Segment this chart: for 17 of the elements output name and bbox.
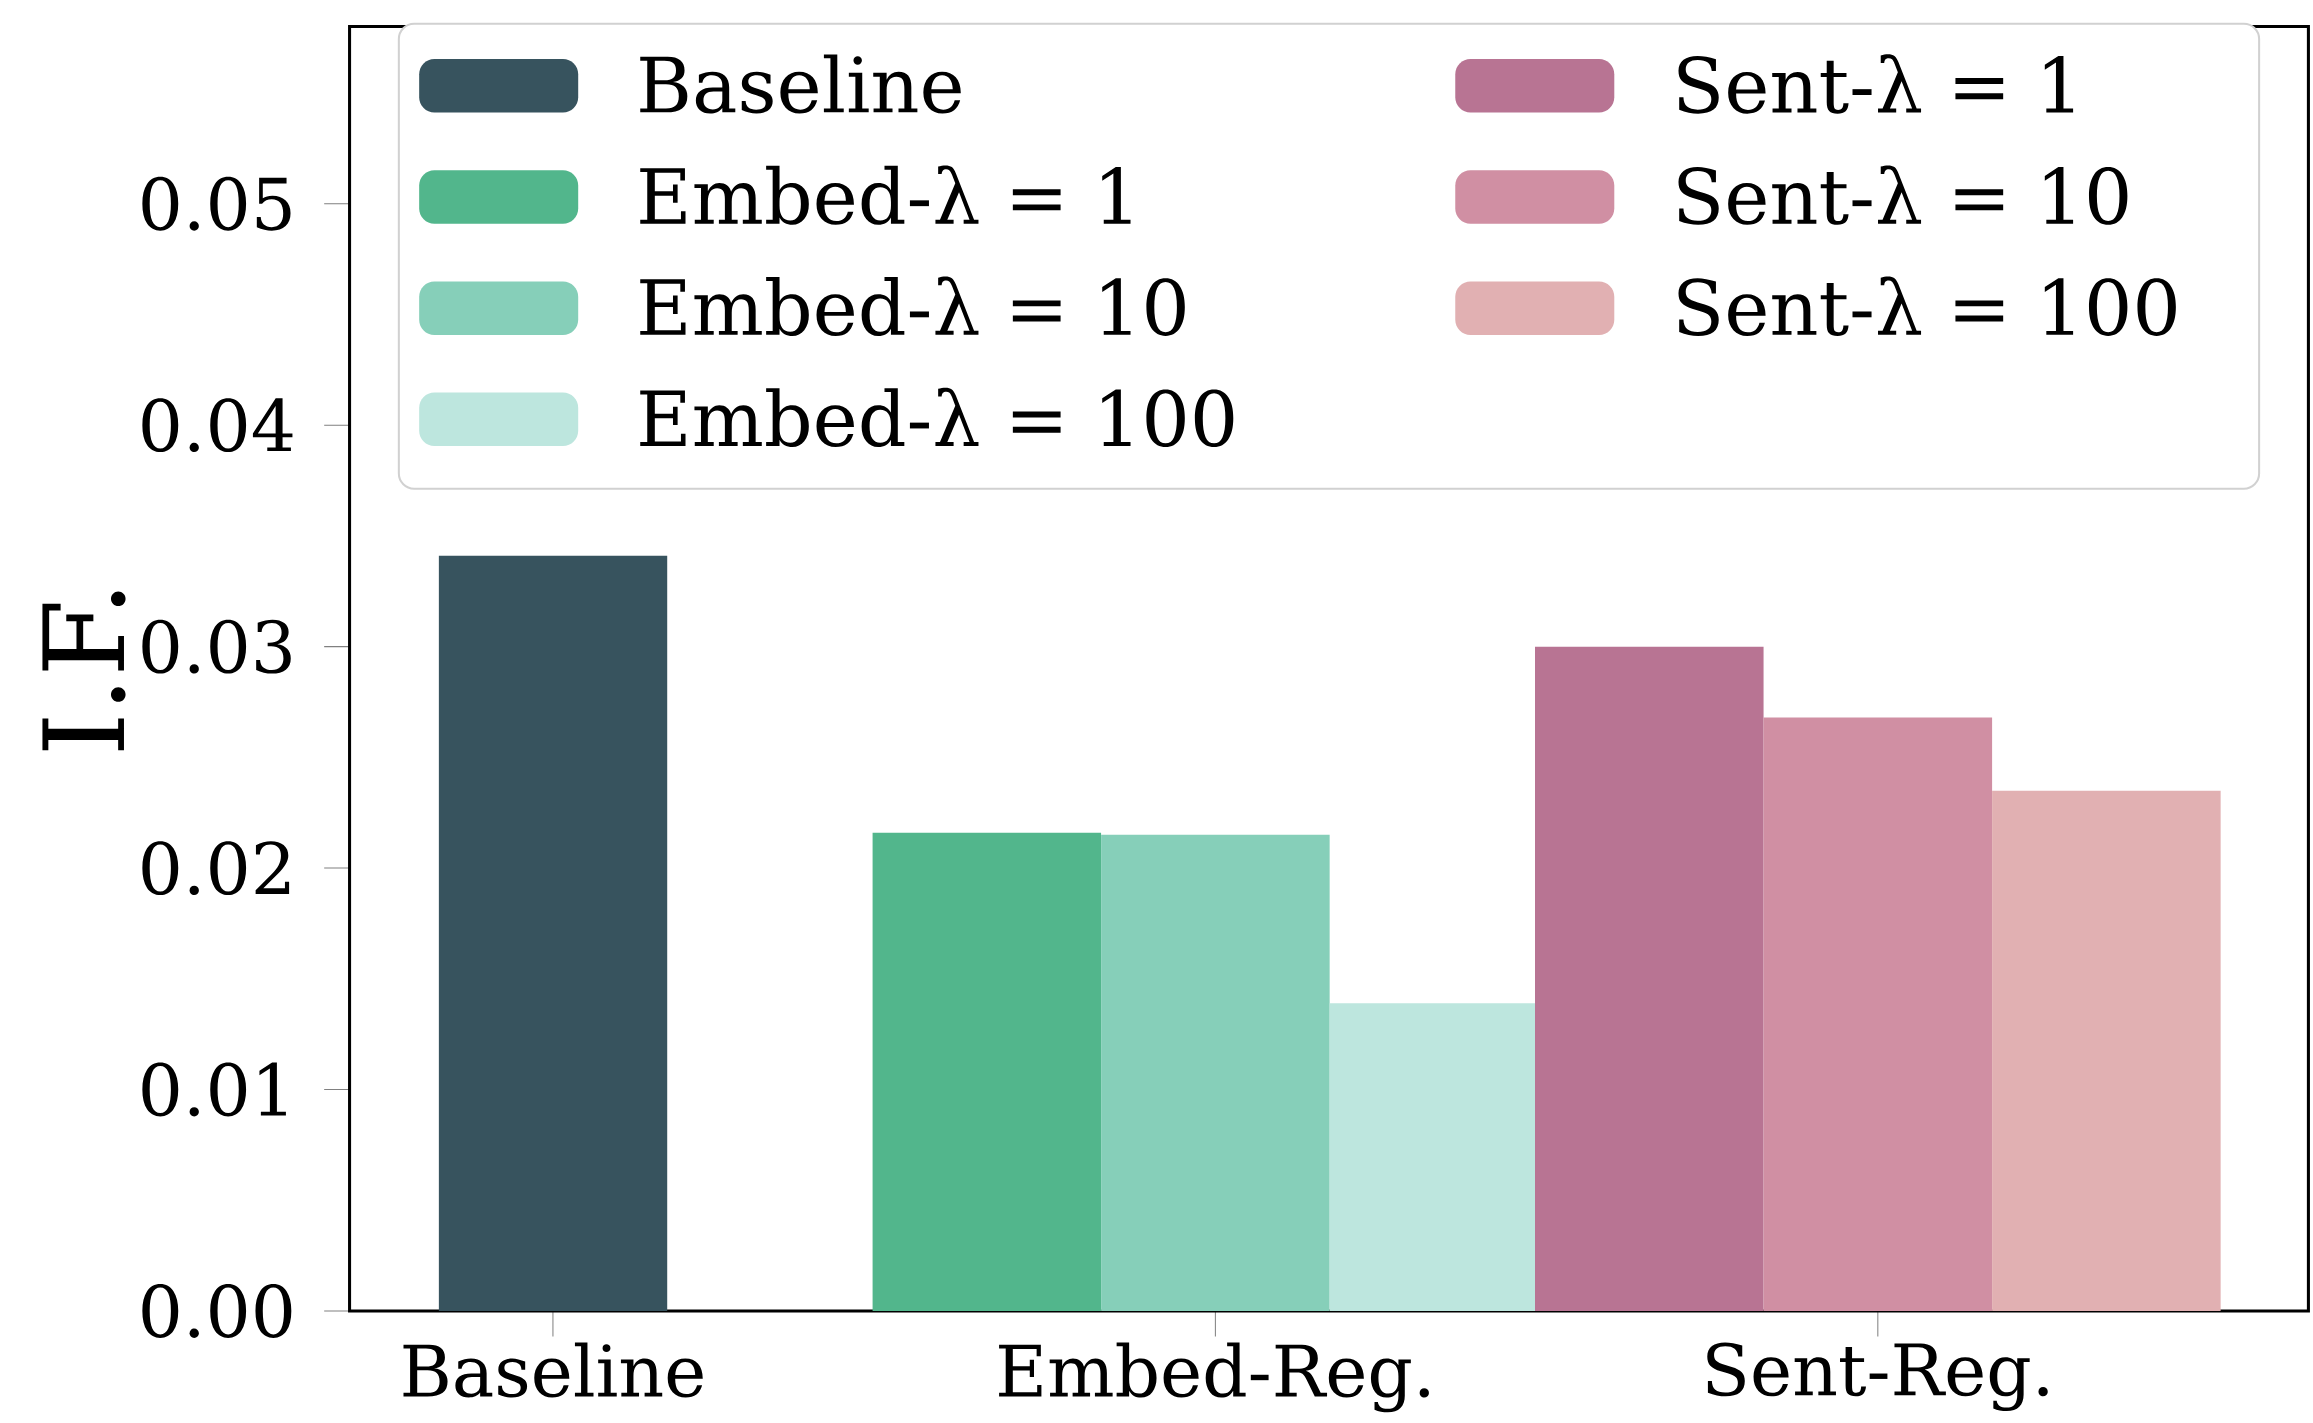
y-tick-label: 0.04	[142, 398, 293, 453]
legend-label: Sent-λ = 1	[1678, 54, 2074, 114]
legend-label: Embed-λ = 100	[640, 387, 1234, 448]
legend-label: Sent-λ = 10	[1678, 165, 2128, 225]
x-tick-label: Sent-Reg.	[1707, 1342, 2048, 1412]
y-tick-label: 0.03	[142, 619, 291, 674]
y-tick-label: 0.02	[142, 841, 290, 895]
y-tick-label: 0.01	[142, 1062, 286, 1117]
y-axis-title: I.F.	[42, 591, 126, 751]
x-tick-label: Embed-Reg.	[999, 1342, 1429, 1413]
x-tick-label: Baseline	[403, 1342, 703, 1398]
legend-label: Sent-λ = 100	[1678, 276, 2176, 336]
legend-label: Baseline	[640, 54, 961, 114]
legend-label: Embed-λ = 1	[640, 165, 1131, 225]
legend-label: Embed-λ = 10	[640, 276, 1185, 336]
y-tick-label: 0.05	[142, 176, 291, 231]
y-tick-label: 0.00	[142, 1284, 292, 1338]
